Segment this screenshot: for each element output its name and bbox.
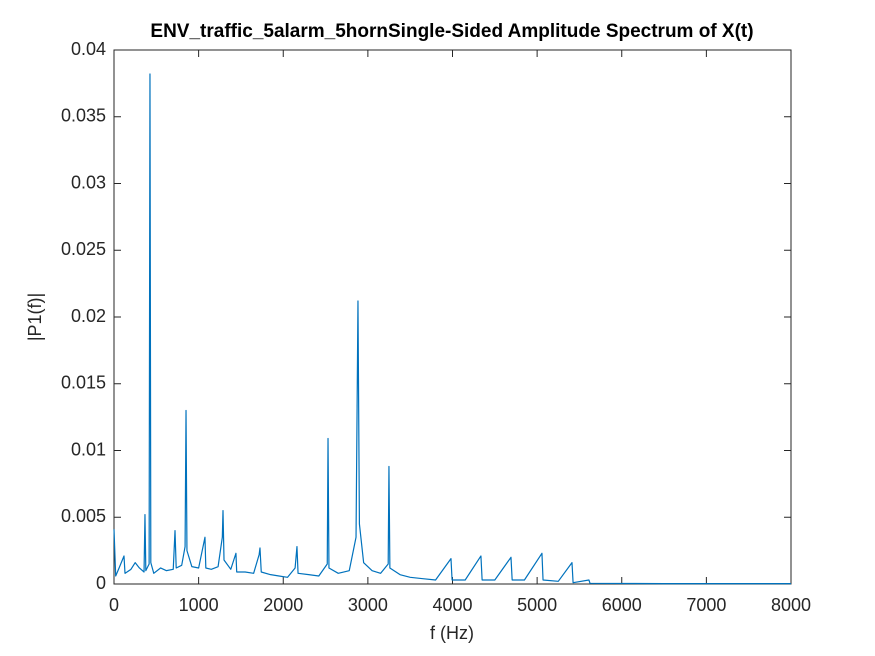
x-axis-label: f (Hz)	[430, 623, 474, 643]
y-tick-label: 0.03	[71, 172, 106, 192]
y-tick-label: 0.015	[61, 373, 106, 393]
x-tick-label: 8000	[771, 595, 811, 615]
x-tick-label: 0	[109, 595, 119, 615]
spectrum-line	[113, 73, 791, 585]
plot-frame	[113, 49, 792, 585]
y-tick-label: 0.005	[61, 506, 106, 526]
y-axis-label: |P1(f)|	[25, 293, 45, 341]
chart-title: ENV_traffic_5alarm_5hornSingle-Sided Amp…	[150, 21, 753, 42]
x-tick-label: 7000	[686, 595, 726, 615]
y-tick-label: 0	[96, 573, 106, 593]
y-tick-label: 0.035	[61, 106, 106, 126]
y-tick-label: 0.01	[71, 439, 106, 459]
x-tick-label: 1000	[179, 595, 219, 615]
y-tick-label: 0.02	[71, 306, 106, 326]
x-tick-label: 3000	[348, 595, 388, 615]
x-tick-label: 2000	[263, 595, 303, 615]
x-tick-label: 6000	[602, 595, 642, 615]
x-tick-label: 5000	[517, 595, 557, 615]
y-tick-label: 0.04	[71, 39, 106, 59]
y-tick-label: 0.025	[61, 239, 106, 259]
x-tick-label: 4000	[432, 595, 472, 615]
